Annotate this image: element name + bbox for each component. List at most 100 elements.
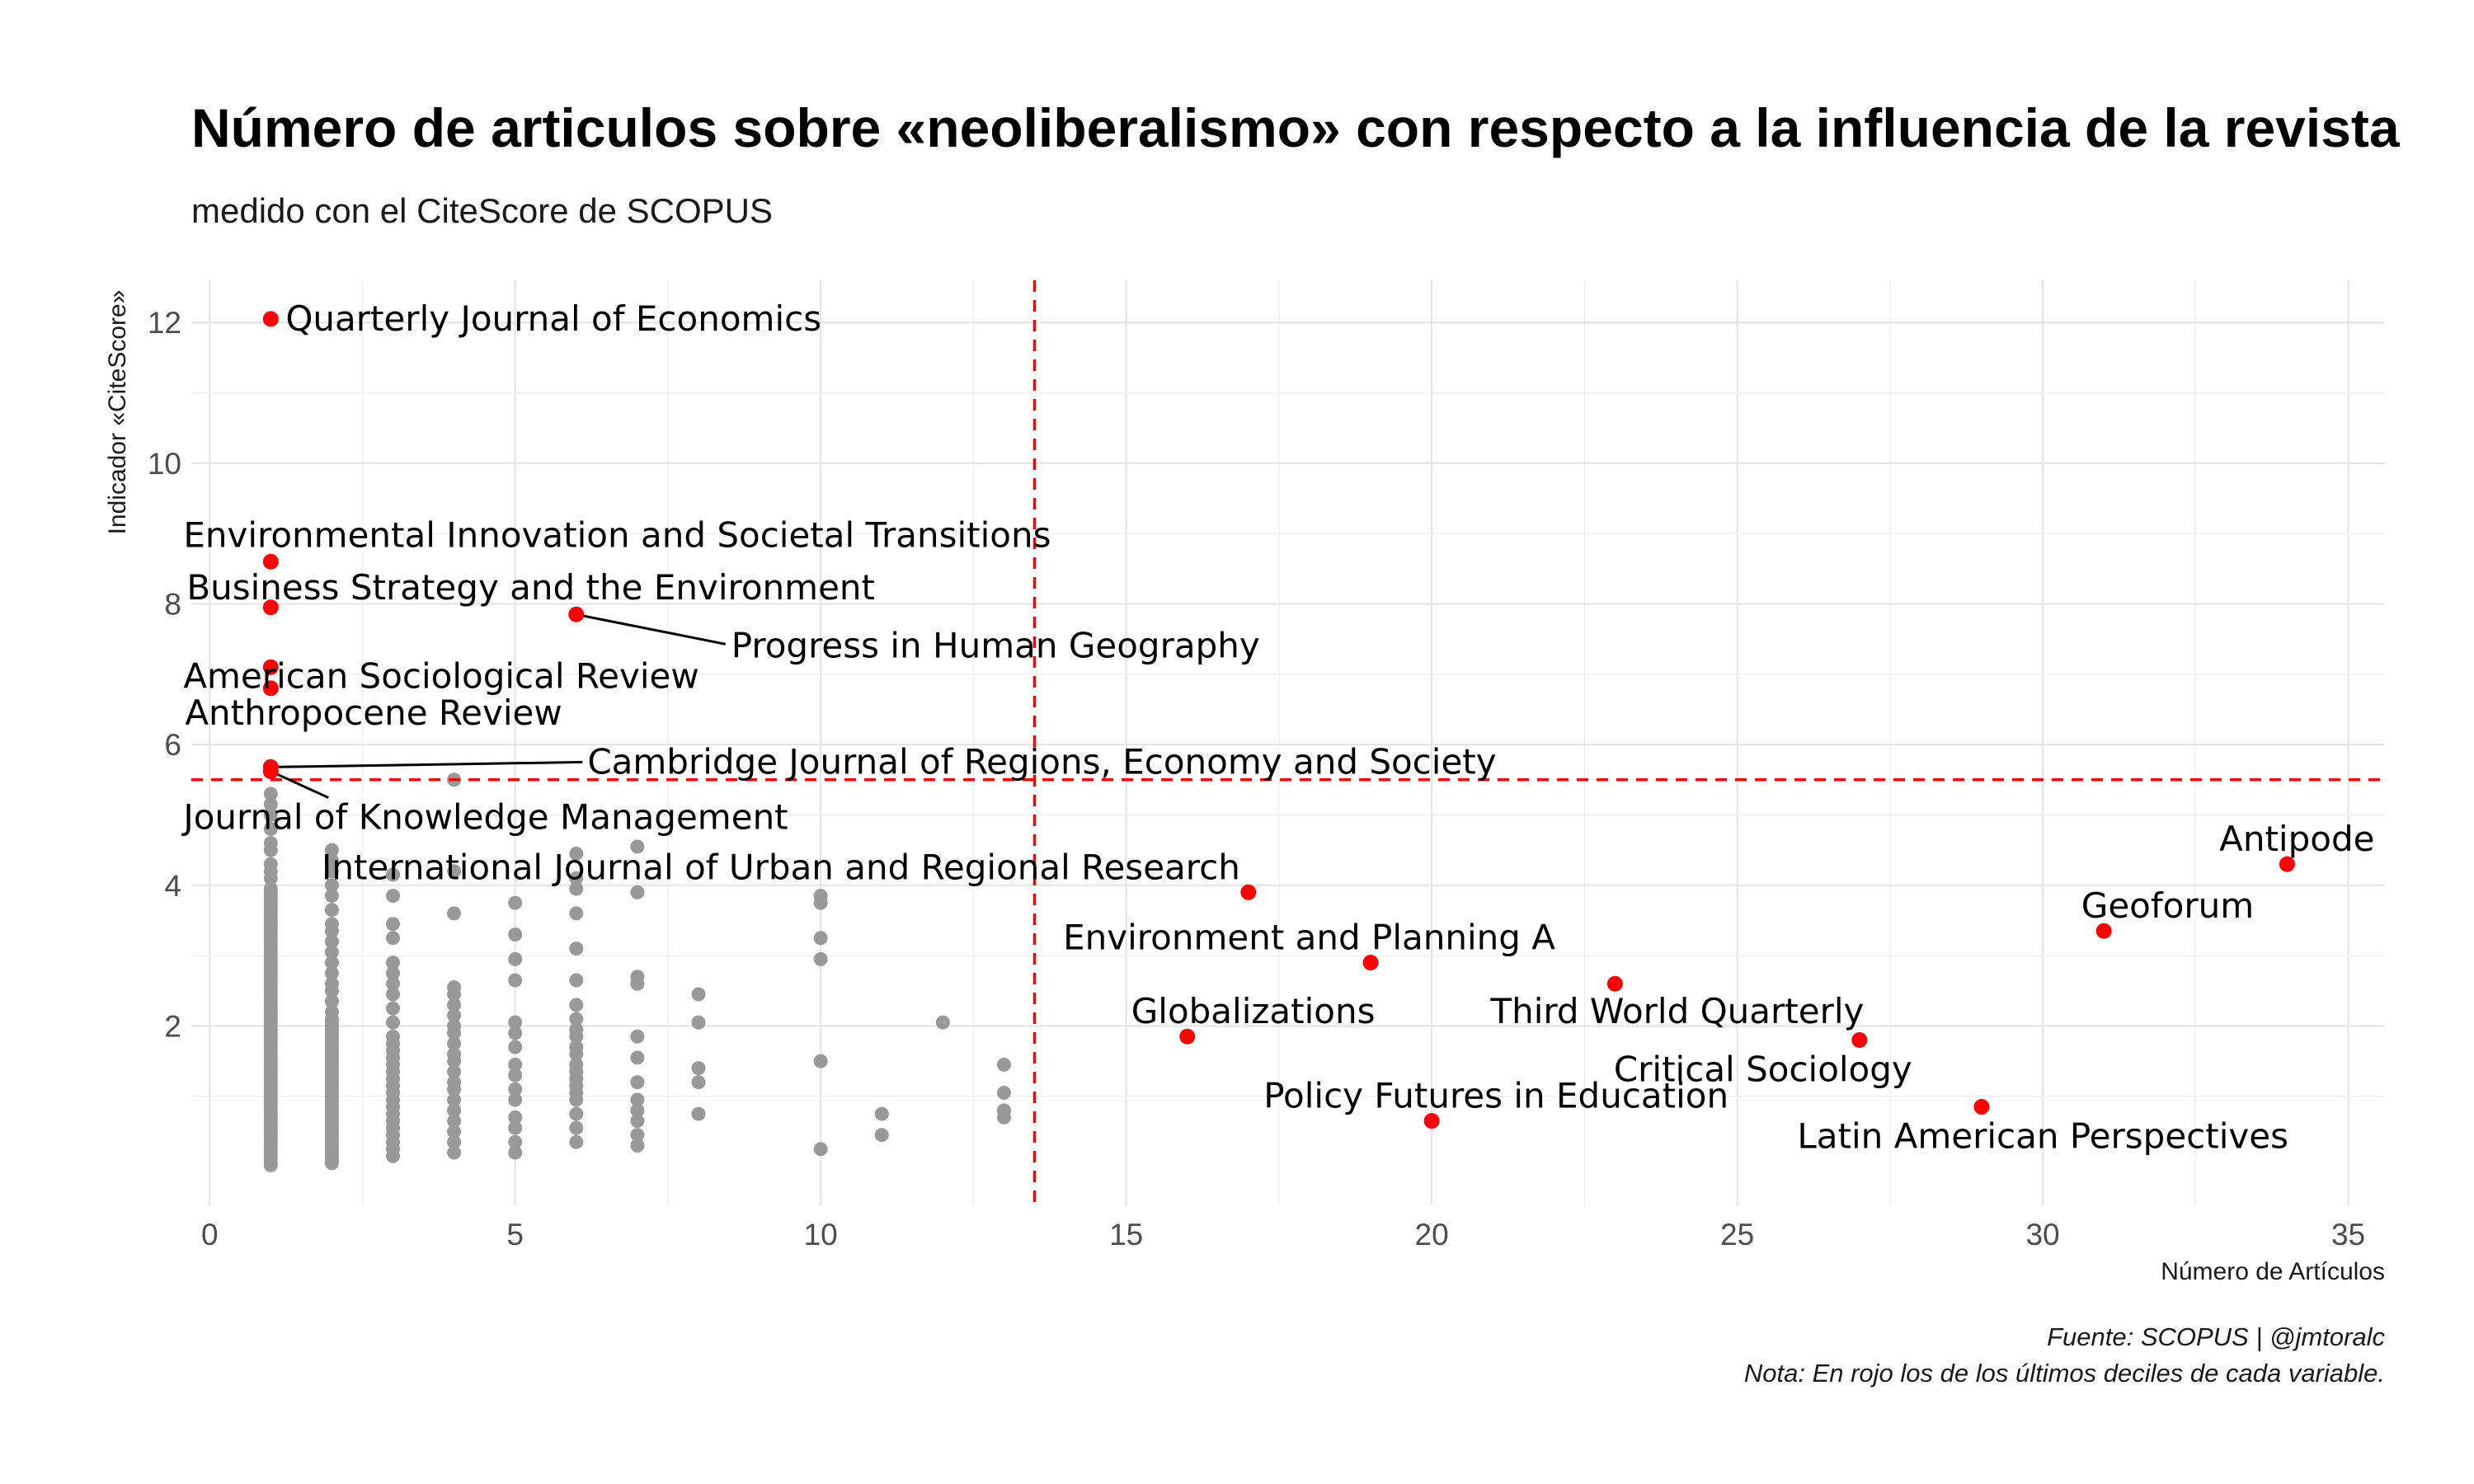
chart-subtitle: medido con el CiteScore de SCOPUS (191, 191, 773, 230)
data-point (630, 1075, 645, 1090)
x-tick-label: 30 (2025, 1218, 2059, 1252)
y-tick-label: 10 (148, 447, 181, 481)
x-tick-label: 25 (1720, 1218, 1754, 1252)
x-tick-label: 35 (2331, 1218, 2365, 1252)
chart-title: Número de articulos sobre «neoliberalism… (191, 97, 2401, 158)
highlighted-point (1362, 955, 1379, 971)
data-point (630, 1092, 645, 1107)
data-point (508, 1082, 523, 1097)
point-label: Anthropocene Review (185, 693, 562, 733)
highlighted-point (262, 659, 279, 675)
y-axis-title: Indicador «CiteScore» (104, 290, 131, 535)
data-point (386, 917, 401, 932)
y-tick-label: 2 (164, 1009, 181, 1043)
data-point (263, 857, 278, 871)
data-point (569, 1012, 584, 1026)
label-connector (270, 760, 583, 768)
data-point (386, 889, 401, 904)
data-point (447, 1047, 462, 1062)
data-point (813, 889, 828, 904)
data-point (447, 906, 462, 921)
data-point (447, 1008, 462, 1023)
data-point (569, 1057, 584, 1072)
point-label: Third World Quarterly (1489, 991, 1864, 1031)
data-point (447, 979, 462, 994)
data-point (263, 836, 278, 851)
data-point (508, 895, 523, 910)
data-point (630, 1114, 645, 1129)
data-point (813, 1054, 828, 1068)
data-point (508, 1134, 523, 1149)
data-point (324, 994, 339, 1009)
data-point (630, 1029, 645, 1044)
highlighted-point (262, 311, 279, 327)
data-point (569, 1120, 584, 1135)
x-tick-label: 10 (804, 1218, 838, 1252)
data-point (447, 998, 462, 1012)
y-tick-label: 8 (164, 587, 181, 621)
highlighted-point (262, 599, 279, 616)
data-point (263, 807, 278, 822)
highlighted-point (1606, 975, 1623, 992)
data-point (447, 1124, 462, 1139)
data-point (386, 867, 401, 882)
point-label: Policy Futures in Education (1263, 1076, 1729, 1116)
data-point (447, 1064, 462, 1079)
highlighted-point (262, 553, 279, 570)
data-point (386, 965, 401, 980)
data-point (324, 956, 339, 970)
data-point (508, 1068, 523, 1082)
data-point (630, 1050, 645, 1065)
data-point (447, 1018, 462, 1033)
x-tick-label: 5 (506, 1218, 524, 1252)
data-point (569, 881, 584, 896)
point-label: Critical Sociology (1614, 1049, 1912, 1089)
highlighted-point (2095, 923, 2112, 939)
data-point (386, 956, 401, 970)
data-point (263, 787, 278, 801)
data-point (569, 1106, 584, 1121)
data-point (508, 1092, 523, 1107)
data-point (447, 1092, 462, 1107)
highlighted-point (262, 763, 279, 780)
caption-source: Fuente: SCOPUS | @jmtoralc (2047, 1322, 2385, 1351)
data-point (324, 853, 339, 868)
data-point (996, 1085, 1011, 1100)
data-point (324, 878, 339, 893)
y-tick-label: 4 (164, 869, 181, 903)
point-label: Antipode (2219, 819, 2374, 859)
data-point (630, 839, 645, 854)
label-connector (270, 770, 329, 799)
data-point (691, 1015, 706, 1030)
highlighted-point (2279, 856, 2295, 872)
point-label: Quarterly Journal of Economics (285, 298, 821, 339)
label-connector (576, 613, 727, 646)
data-point (386, 1001, 401, 1016)
data-point (508, 951, 523, 966)
data-point (569, 973, 584, 988)
data-point (447, 1075, 462, 1090)
highlighted-point (1423, 1113, 1440, 1129)
data-point (691, 1106, 706, 1121)
point-label: American Sociological Review (183, 655, 698, 696)
x-tick-label: 0 (201, 1218, 219, 1252)
data-point (569, 871, 584, 885)
threshold-lines (191, 280, 2385, 1205)
data-point (630, 885, 645, 899)
data-point (324, 1004, 339, 1019)
point-label: Geoforum (2081, 885, 2254, 926)
data-point (263, 822, 278, 837)
data-point (630, 1103, 645, 1118)
data-point (324, 945, 339, 960)
data-point (386, 987, 401, 1002)
data-point (324, 843, 339, 857)
highlighted-point (1851, 1031, 1868, 1048)
gridlines (191, 280, 2385, 1205)
caption-note: Nota: En rojo los de los últimos deciles… (1744, 1359, 2385, 1388)
data-point (508, 928, 523, 942)
data-point (813, 931, 828, 946)
data-point (630, 1128, 645, 1143)
highlighted-point (568, 606, 585, 622)
y-tick-label: 6 (164, 728, 181, 762)
highlighted-point (1973, 1099, 1990, 1115)
